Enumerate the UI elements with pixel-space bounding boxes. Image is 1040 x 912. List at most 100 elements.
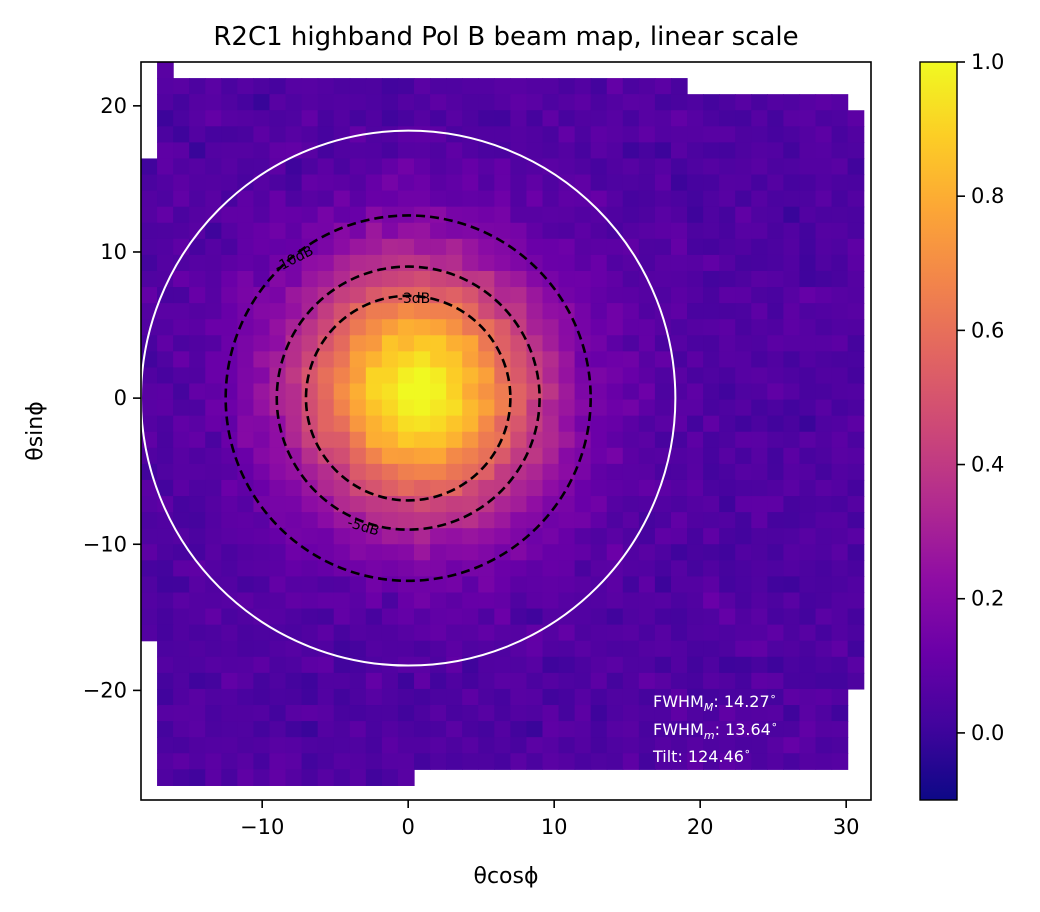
heatmap-cell xyxy=(317,335,335,352)
heatmap-cell xyxy=(590,415,608,433)
heatmap-cell xyxy=(157,479,174,497)
heatmap-cell xyxy=(558,303,576,320)
heatmap-cell xyxy=(253,640,271,658)
heatmap-cell xyxy=(735,94,752,111)
heatmap-cell xyxy=(542,656,560,674)
heatmap-cell xyxy=(381,592,399,610)
heatmap-cell xyxy=(285,190,303,208)
heatmap-cell xyxy=(574,190,592,208)
heatmap-cell xyxy=(783,142,801,160)
heatmap-cell xyxy=(510,206,528,224)
heatmap-cell xyxy=(510,287,528,304)
heatmap-cell xyxy=(221,158,238,176)
reference-circle xyxy=(141,129,677,667)
heatmap-cell xyxy=(285,431,303,449)
heatmap-cell xyxy=(654,351,672,369)
heatmap-cell xyxy=(205,592,222,610)
heatmap-cell xyxy=(237,174,255,192)
heatmap-cell xyxy=(397,576,415,594)
heatmap-cell xyxy=(253,190,271,208)
heatmap-cell xyxy=(815,576,833,594)
heatmap-cell xyxy=(349,447,367,465)
heatmap-cell xyxy=(430,447,447,465)
heatmap-cell xyxy=(670,512,688,529)
heatmap-cell xyxy=(670,335,688,352)
heatmap-cell xyxy=(670,270,688,288)
heatmap-cell xyxy=(446,721,463,738)
heatmap-cell xyxy=(462,640,479,658)
heatmap-cell xyxy=(478,624,495,642)
heatmap-cell xyxy=(349,351,367,369)
heatmap-cell xyxy=(349,94,367,111)
heatmap-cell xyxy=(735,158,752,176)
heatmap-cell xyxy=(783,415,801,433)
heatmap-cell xyxy=(478,126,495,143)
heatmap-cell xyxy=(654,431,672,449)
heatmap-cell xyxy=(542,287,560,304)
heatmap-cell xyxy=(815,688,833,706)
heatmap-cell xyxy=(654,78,672,95)
heatmap-cell xyxy=(703,624,720,642)
heatmap-cell xyxy=(510,592,528,610)
heatmap-cell xyxy=(751,479,768,497)
heatmap-cell xyxy=(446,78,463,95)
heatmap-cell xyxy=(751,335,768,352)
heatmap-cell xyxy=(654,190,672,208)
heatmap-cell xyxy=(703,303,720,320)
heatmap-cell xyxy=(430,142,447,160)
heatmap-cell xyxy=(590,528,608,545)
heatmap-cell xyxy=(253,126,271,143)
heatmap-cell xyxy=(494,753,511,770)
heatmap-cell xyxy=(237,190,255,208)
heatmap-cell xyxy=(703,206,720,224)
heatmap-cell xyxy=(333,512,351,529)
tilt-annotation: Tilt: 124.46∘ xyxy=(652,745,751,766)
heatmap-cell xyxy=(703,222,720,240)
heatmap-cell xyxy=(606,463,624,481)
heatmap-cell xyxy=(735,560,752,578)
heatmap-cell xyxy=(430,656,447,674)
heatmap-cell xyxy=(317,544,335,561)
heatmap-cell xyxy=(349,769,367,786)
heatmap-cell xyxy=(783,206,801,224)
heatmap-cell xyxy=(221,447,238,465)
heatmap-cell xyxy=(622,721,640,738)
heatmap-cell xyxy=(815,367,833,385)
heatmap-cell xyxy=(333,608,351,626)
heatmap-cell xyxy=(301,705,319,722)
heatmap-cell xyxy=(767,721,784,738)
heatmap-cell xyxy=(317,496,335,513)
heatmap-cell xyxy=(574,303,592,320)
heatmap-cell xyxy=(670,753,688,770)
heatmap-cell xyxy=(205,528,222,545)
heatmap-cell xyxy=(157,158,174,176)
heatmap-cell xyxy=(735,528,752,545)
heatmap-cell xyxy=(847,351,865,369)
heatmap-cell xyxy=(397,753,415,770)
heatmap-cell xyxy=(526,560,544,578)
heatmap-cell xyxy=(285,528,303,545)
heatmap-cell xyxy=(365,592,383,610)
heatmap-cell xyxy=(542,640,560,658)
heatmap-cell xyxy=(189,319,206,336)
heatmap-cell xyxy=(799,383,817,401)
heatmap-cell xyxy=(735,222,752,240)
heatmap-cell xyxy=(333,544,351,561)
heatmap-cell xyxy=(622,544,640,561)
heatmap-cell xyxy=(189,254,206,272)
heatmap-cell xyxy=(317,319,335,336)
heatmap-cell xyxy=(381,512,399,529)
heatmap-cell xyxy=(478,287,495,304)
heatmap-cell xyxy=(285,560,303,578)
heatmap-cell xyxy=(558,592,576,610)
heatmap-cell xyxy=(253,94,271,111)
heatmap-cell xyxy=(687,512,704,529)
heatmap-cell xyxy=(670,705,688,722)
heatmap-cell xyxy=(590,753,608,770)
heatmap-cell xyxy=(815,238,833,256)
heatmap-cell xyxy=(478,303,495,320)
heatmap-cell xyxy=(157,206,174,224)
heatmap-cell xyxy=(751,238,768,256)
heatmap-cell xyxy=(815,142,833,160)
